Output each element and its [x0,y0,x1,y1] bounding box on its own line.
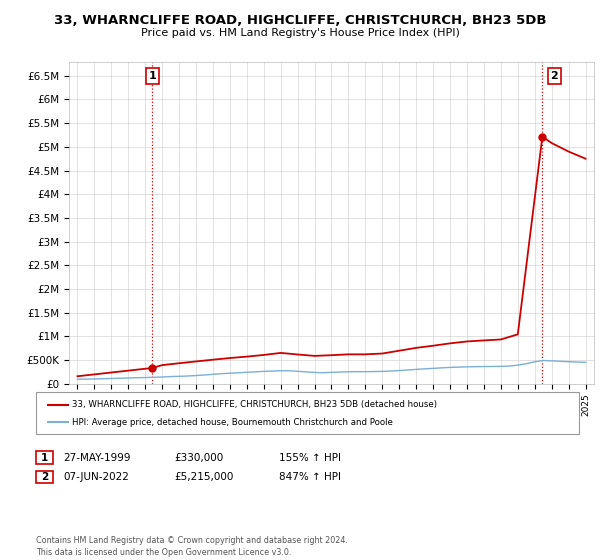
Text: HPI: Average price, detached house, Bournemouth Christchurch and Poole: HPI: Average price, detached house, Bour… [72,418,393,427]
Text: 847% ↑ HPI: 847% ↑ HPI [279,472,341,482]
Text: 1: 1 [41,452,48,463]
Text: £330,000: £330,000 [174,452,223,463]
Text: 33, WHARNCLIFFE ROAD, HIGHCLIFFE, CHRISTCHURCH, BH23 5DB (detached house): 33, WHARNCLIFFE ROAD, HIGHCLIFFE, CHRIST… [72,400,437,409]
Text: Price paid vs. HM Land Registry's House Price Index (HPI): Price paid vs. HM Land Registry's House … [140,28,460,38]
Text: Contains HM Land Registry data © Crown copyright and database right 2024.
This d: Contains HM Land Registry data © Crown c… [36,536,348,557]
Text: 155% ↑ HPI: 155% ↑ HPI [279,452,341,463]
Text: 2: 2 [550,71,558,81]
Text: 27-MAY-1999: 27-MAY-1999 [63,452,131,463]
Text: 2: 2 [41,472,48,482]
Text: £5,215,000: £5,215,000 [174,472,233,482]
Text: 1: 1 [148,71,156,81]
Text: 07-JUN-2022: 07-JUN-2022 [63,472,129,482]
Text: 33, WHARNCLIFFE ROAD, HIGHCLIFFE, CHRISTCHURCH, BH23 5DB: 33, WHARNCLIFFE ROAD, HIGHCLIFFE, CHRIST… [54,14,546,27]
